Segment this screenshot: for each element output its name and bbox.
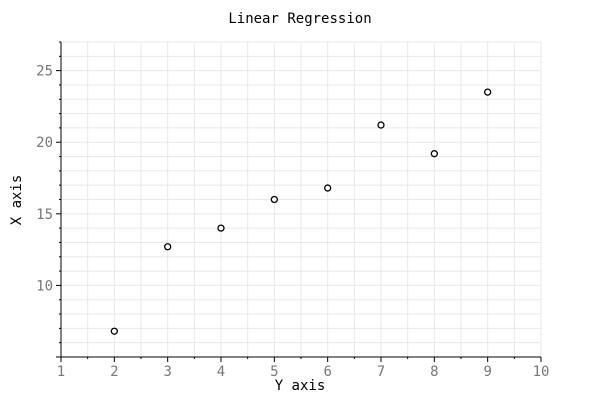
x-tick-label: 6: [323, 364, 331, 380]
ticks: 1 2 3 4 5 6 7 8 9 10 10 15 20 25: [36, 41, 550, 380]
data-point: [377, 121, 385, 129]
y-tick-label: 20: [36, 135, 53, 151]
x-tick-label: 2: [110, 364, 118, 380]
chart-title: Linear Regression: [228, 11, 371, 27]
data-point: [484, 88, 492, 96]
data-point: [270, 195, 278, 204]
grid: [60, 41, 542, 358]
x-tick-label: 4: [217, 364, 225, 380]
x-tick-label: 9: [483, 364, 491, 380]
x-tick-label: 10: [533, 364, 550, 380]
x-tick-label: 7: [377, 364, 385, 380]
data-point: [430, 150, 438, 158]
x-tick-label: 8: [430, 364, 438, 380]
y-axis-label: X axis: [9, 175, 25, 226]
x-tick-label: 5: [270, 364, 278, 380]
data-point: [110, 327, 118, 335]
x-tick-label: 1: [57, 364, 65, 380]
y-tick-label: 10: [36, 278, 53, 294]
x-tick-label: 3: [163, 364, 171, 380]
data-point: [164, 243, 172, 251]
data-point: [324, 184, 332, 192]
data-point: [217, 224, 225, 232]
y-tick-label: 15: [36, 207, 53, 223]
y-tick-label: 25: [36, 64, 53, 80]
x-axis-label: Y axis: [275, 378, 326, 394]
data-points: [110, 88, 492, 335]
